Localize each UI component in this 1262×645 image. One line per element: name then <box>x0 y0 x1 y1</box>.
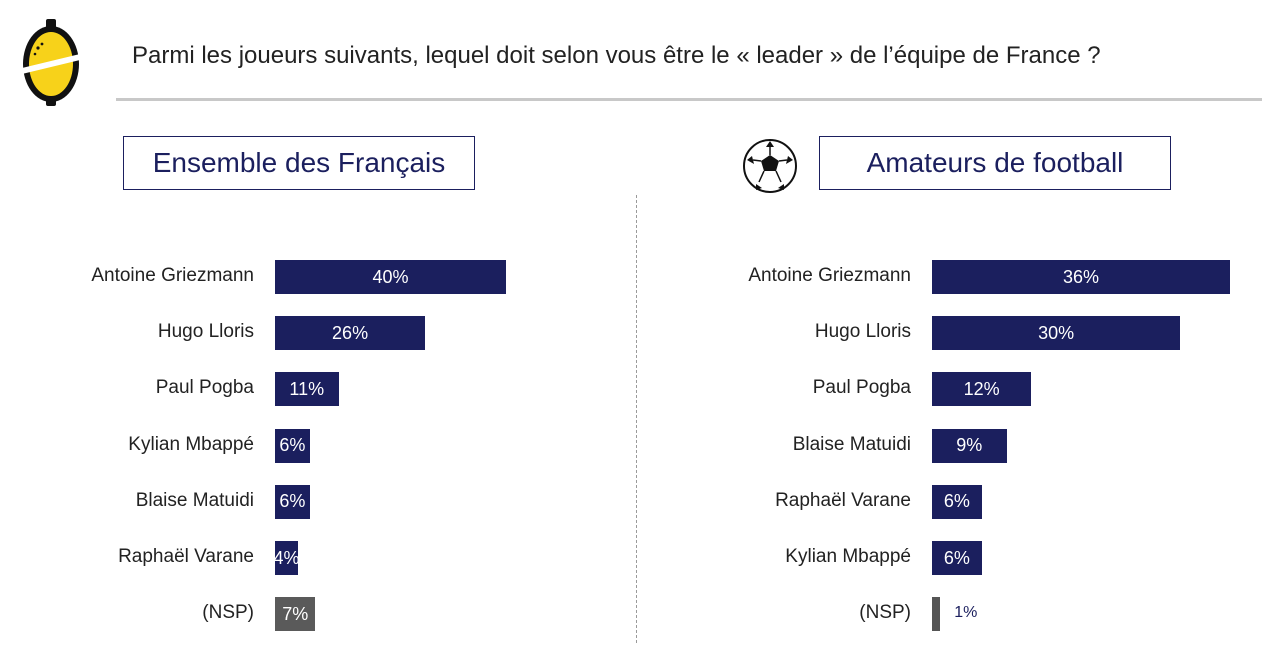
bar-ensemble <box>275 316 426 351</box>
bar-value-label: 11% <box>289 378 325 399</box>
bar-value-label: 6% <box>279 435 306 456</box>
bar-value-label: 36% <box>1062 266 1100 287</box>
bar-value-label: 6% <box>943 547 970 568</box>
bar-ensemble <box>275 597 316 632</box>
category-label: Paul Pogba <box>155 377 254 399</box>
category-label: Raphaël Varane <box>118 546 254 567</box>
category-label: (NSP) <box>859 602 911 624</box>
bar-ensemble <box>275 484 310 519</box>
lemon-logo-icon <box>22 19 80 106</box>
category-label: Raphaël Varane <box>775 489 911 511</box>
bar-value-label: 7% <box>282 603 309 624</box>
category-label: Kylian Mbappé <box>785 546 911 567</box>
category-label: Hugo Lloris <box>157 321 254 343</box>
panel-divider <box>636 195 637 643</box>
bar-ensemble <box>275 541 299 575</box>
category-label: Antoine Griezmann <box>91 265 254 286</box>
bar-amateurs <box>932 428 1007 463</box>
bar-ensemble <box>275 428 310 463</box>
panel-title-amateurs: Amateurs de football <box>819 136 1171 190</box>
bar-value-label: 40% <box>372 266 409 287</box>
bar-value-label: 1% <box>954 604 978 622</box>
category-label: Blaise Matuidi <box>792 433 911 455</box>
category-label: (NSP) <box>202 602 254 624</box>
soccer-ball-icon <box>743 139 797 193</box>
bar-amateurs <box>932 541 982 575</box>
category-label: Antoine Griezmann <box>748 265 911 286</box>
bar-value-label: 6% <box>943 491 970 512</box>
category-label: Paul Pogba <box>812 377 911 399</box>
category-label: Blaise Matuidi <box>135 489 254 511</box>
bar-amateurs <box>932 484 982 519</box>
bar-amateurs <box>932 260 1230 294</box>
category-label: Kylian Mbappé <box>128 433 254 455</box>
bar-value-label: 4% <box>273 547 300 568</box>
panel-title-ensemble: Ensemble des Français <box>123 136 475 190</box>
bar-amateurs <box>932 316 1181 351</box>
bar-value-label: 12% <box>963 378 1000 399</box>
bar-ensemble <box>275 260 506 294</box>
bar-amateurs <box>932 372 1032 407</box>
bar-ensemble <box>275 372 339 407</box>
bar-value-label: 6% <box>279 491 306 512</box>
page-title: Parmi les joueurs suivants, lequel doit … <box>132 42 1101 69</box>
category-label: Hugo Lloris <box>814 321 911 343</box>
bar-amateurs <box>932 597 941 632</box>
bar-value-label: 30% <box>1038 322 1075 343</box>
bar-value-label: 9% <box>956 435 983 456</box>
title-divider <box>116 98 1262 101</box>
bar-value-label: 26% <box>332 322 369 343</box>
